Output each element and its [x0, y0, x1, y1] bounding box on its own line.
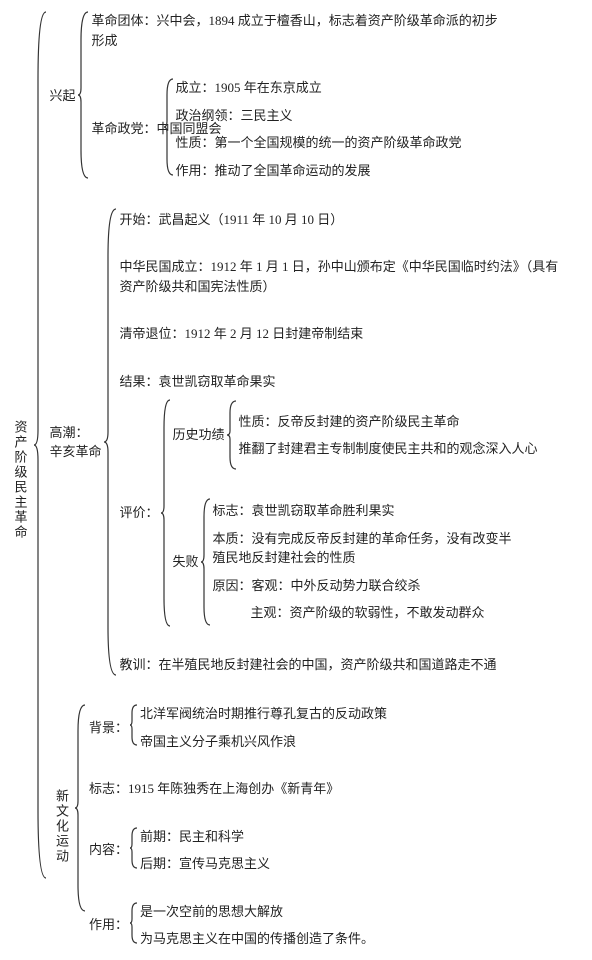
brace-sb [199, 497, 213, 627]
zd-gl: 政治纲领：三民主义 [176, 105, 462, 127]
zy-a: 是一次空前的思想大解放 [140, 901, 374, 923]
xwh-title: 新文化运动 [50, 785, 74, 868]
brace-zd [162, 77, 176, 181]
lsgj-tf: 推翻了封建君主专制制度使民主共和的观念深入人心 [239, 438, 538, 460]
xq-gmtt: 革命团体：兴中会，1894 成立于檀香山，标志着资产阶级革命派的初步形成 [92, 10, 502, 51]
xq-title: 兴起 [50, 86, 76, 106]
zd-cl: 成立：1905 年在东京成立 [176, 77, 462, 99]
gc-title: 高潮： 辛亥革命 [50, 423, 102, 462]
pj-group: 评价： 历史功绩 性质：反帝反封建的资产阶级民主革命 推翻了封建君 [120, 398, 560, 628]
gc-title-a: 高潮： [50, 425, 89, 440]
lsgj-label: 历史功绩 [173, 425, 225, 445]
root: 资产阶级民主革命 兴起 革命团体：兴中会，1894 成立于檀香山，标志着资产阶级… [8, 10, 584, 950]
pj-label: 评价： [120, 503, 159, 523]
sb-yy1: 原因：客观：中外反动势力联合绞杀 [213, 575, 513, 597]
nr-content: 前期：民主和科学 后期：宣传马克思主义 [140, 826, 270, 875]
bj-content: 北洋军阀统治时期推行尊孔复古的反动政策 帝国主义分子乘机兴风作浪 [140, 703, 387, 752]
zy-label: 作用： [89, 915, 128, 935]
bj-label: 背景： [89, 718, 128, 738]
brace-gc [102, 207, 120, 677]
sb-group: 失败 标志：袁世凯窃取革命胜利果实 本质：没有完成反帝反封建的革命任务，没有改变… [173, 497, 538, 627]
brace-nr [128, 826, 140, 875]
xq-content: 革命团体：兴中会，1894 成立于檀香山，标志着资产阶级革命派的初步形成 革命政… [92, 10, 502, 181]
pj-content: 历史功绩 性质：反帝反封建的资产阶级民主革命 推翻了封建君主专制制度使民主共和的… [173, 399, 538, 627]
zd-xz: 性质：第一个全国规模的统一的资产阶级革命政党 [176, 132, 462, 154]
xq-zd-group: 革命政党：中国同盟会 成立：1905 年在东京成立 政治纲领：三民主义 性质：第… [92, 77, 502, 181]
brace-root [32, 10, 50, 950]
brace-bj [128, 703, 140, 752]
nr-a: 前期：民主和科学 [140, 826, 270, 848]
gc-ks: 开始：武昌起义（1911 年 10 月 10 日） [120, 209, 560, 231]
zy-b: 为马克思主义在中国的传播创造了条件。 [140, 928, 374, 950]
nr-group: 内容： 前期：民主和科学 后期：宣传马克思主义 [89, 826, 387, 875]
brace-lsgj [225, 399, 239, 471]
gc-group: 高潮： 辛亥革命 开始：武昌起义（1911 年 10 月 10 日） 中华民国成… [50, 207, 560, 677]
root-content: 兴起 革命团体：兴中会，1894 成立于檀香山，标志着资产阶级革命派的初步形成 … [50, 10, 560, 950]
gc-jg: 结果：袁世凯窃取革命果实 [120, 371, 560, 393]
sb-content: 标志：袁世凯窃取革命胜利果实 本质：没有完成反帝反封建的革命任务，没有改变半殖民… [213, 500, 513, 624]
gc-clmg: 中华民国成立：1912 年 1 月 1 日，孙中山颁布定《中华民国临时约法》（具… [120, 256, 560, 297]
lsgj-content: 性质：反帝反封建的资产阶级民主革命 推翻了封建君主专制制度使民主共和的观念深入人… [239, 411, 538, 460]
sb-bzq: 本质：没有完成反帝反封建的革命任务，没有改变半殖民地反封建社会的性质 [213, 528, 513, 569]
bj-a: 北洋军阀统治时期推行尊孔复古的反动政策 [140, 703, 387, 725]
brace-xq [76, 10, 92, 181]
bj-b: 帝国主义分子乘机兴风作浪 [140, 731, 387, 753]
xwh-bz: 标志：1915 年陈独秀在上海创办《新青年》 [89, 778, 387, 800]
sb-label: 失败 [173, 552, 199, 572]
bj-group: 背景： 北洋军阀统治时期推行尊孔复古的反动政策 帝国主义分子乘机兴风作浪 [89, 703, 387, 752]
root-title: 资产阶级民主革命 [8, 416, 32, 544]
xq-zd-label: 革命政党：中国同盟会 [92, 119, 162, 139]
zy-content: 是一次空前的思想大解放 为马克思主义在中国的传播创造了条件。 [140, 901, 374, 950]
sb-yy2: 主观：资产阶级的软弱性，不敢发动群众 [213, 602, 513, 624]
brace-pj [159, 398, 173, 628]
nr-b: 后期：宣传马克思主义 [140, 853, 270, 875]
brace-xwh [73, 703, 89, 950]
zd-zy: 作用：推动了全国革命运动的发展 [176, 160, 462, 182]
xq-zd-content: 成立：1905 年在东京成立 政治纲领：三民主义 性质：第一个全国规模的统一的资… [176, 77, 462, 181]
xwh-content: 背景： 北洋军阀统治时期推行尊孔复古的反动政策 帝国主义分子乘机兴风作浪 标志：… [89, 703, 387, 950]
gc-content: 开始：武昌起义（1911 年 10 月 10 日） 中华民国成立：1912 年 … [120, 209, 560, 676]
gc-title-b: 辛亥革命 [50, 444, 102, 459]
gc-qdtw: 清帝退位：1912 年 2 月 12 日封建帝制结束 [120, 323, 560, 345]
gc-jx: 教训：在半殖民地反封建社会的中国，资产阶级共和国道路走不通 [120, 654, 560, 676]
lsgj-xz: 性质：反帝反封建的资产阶级民主革命 [239, 411, 538, 433]
brace-zy [128, 901, 140, 950]
xwh-group: 新文化运动 背景： 北洋军阀统治时期推行尊孔复古的反动政策 帝国主义分子乘机兴风… [50, 703, 560, 950]
zy-group: 作用： 是一次空前的思想大解放 为马克思主义在中国的传播创造了条件。 [89, 901, 387, 950]
nr-label: 内容： [89, 840, 128, 860]
sb-bz: 标志：袁世凯窃取革命胜利果实 [213, 500, 513, 522]
xq-group: 兴起 革命团体：兴中会，1894 成立于檀香山，标志着资产阶级革命派的初步形成 … [50, 10, 560, 181]
lsgj-group: 历史功绩 性质：反帝反封建的资产阶级民主革命 推翻了封建君主专制制度使民主共和的… [173, 399, 538, 471]
